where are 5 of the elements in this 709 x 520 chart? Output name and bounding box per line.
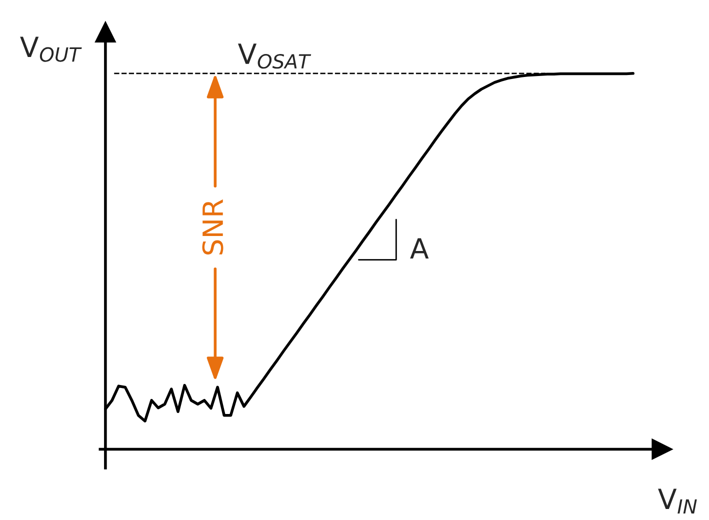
annotation: A xyxy=(410,238,429,258)
annotation: SNR xyxy=(202,199,224,255)
x-axis-title: V$_{IN}$ xyxy=(658,488,697,514)
y-axis-title: V$_{OUT}$ xyxy=(20,36,82,62)
ref-line-label: V$_{OSAT}$ xyxy=(238,44,312,69)
